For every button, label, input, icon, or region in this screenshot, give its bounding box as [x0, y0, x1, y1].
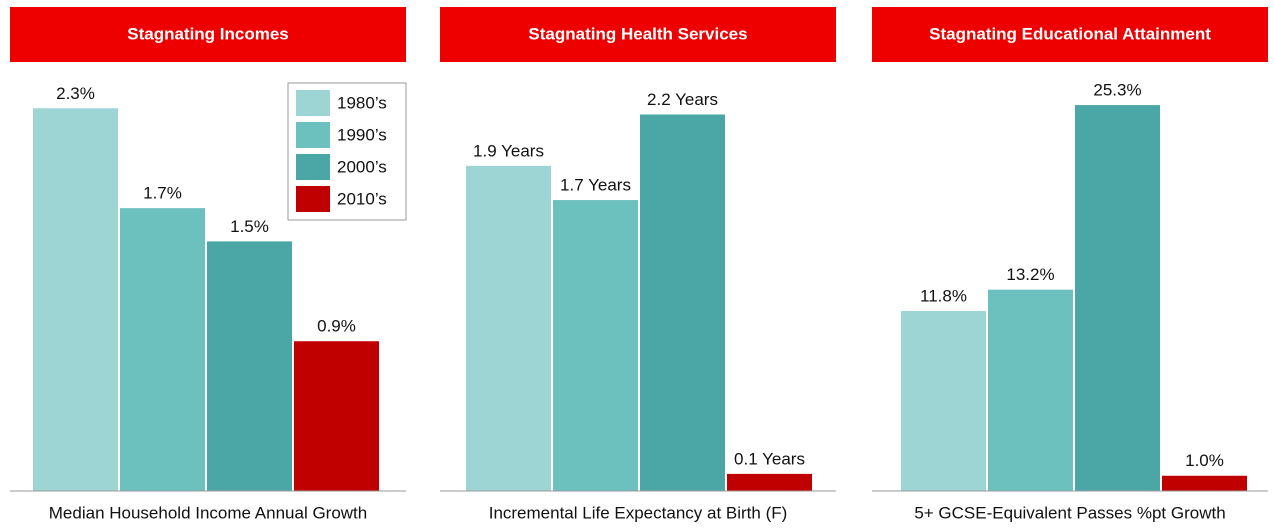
value-label: 0.9% — [317, 317, 356, 336]
bar — [640, 114, 725, 491]
value-label: 1.0% — [1185, 451, 1224, 470]
value-label: 11.8% — [920, 286, 967, 305]
bar — [33, 108, 118, 491]
bar — [294, 341, 379, 491]
bar — [207, 241, 292, 491]
chart-title: Stagnating Incomes — [127, 24, 289, 43]
panel-header — [440, 7, 836, 62]
value-label: 13.2% — [1006, 265, 1054, 284]
bar — [727, 473, 812, 491]
bar — [901, 311, 986, 491]
value-label: 1.7% — [143, 184, 182, 203]
legend-label: 2010’s — [337, 189, 387, 208]
legend-label: 1980’s — [337, 93, 387, 112]
panel-header — [10, 7, 406, 62]
legend-swatch — [296, 154, 330, 180]
value-label: 25.3% — [1093, 81, 1141, 100]
bar — [553, 200, 638, 491]
bar — [466, 165, 551, 491]
value-label: 2.2 Years — [647, 90, 718, 109]
value-label: 1.9 Years — [473, 141, 544, 160]
legend-label: 2000’s — [337, 157, 387, 176]
bar — [120, 208, 205, 491]
bar — [1162, 475, 1247, 491]
legend-swatch — [296, 90, 330, 116]
legend-label: 1990’s — [337, 125, 387, 144]
legend-swatch — [296, 122, 330, 148]
value-label: 2.3% — [56, 84, 95, 103]
x-axis-label: Median Household Income Annual Growth — [49, 503, 367, 522]
x-axis-label: 5+ GCSE-Equivalent Passes %pt Growth — [914, 503, 1225, 522]
x-axis-label: Incremental Life Expectancy at Birth (F) — [489, 503, 788, 522]
chart-title: Stagnating Educational Attainment — [929, 24, 1211, 43]
bar — [1075, 105, 1160, 491]
value-label: 1.5% — [230, 217, 269, 236]
panel-header — [872, 7, 1268, 62]
value-label: 0.1 Years — [734, 449, 805, 468]
value-label: 1.7 Years — [560, 176, 631, 195]
bar — [988, 289, 1073, 491]
chart-title: Stagnating Health Services — [528, 24, 747, 43]
legend-swatch — [296, 186, 330, 212]
